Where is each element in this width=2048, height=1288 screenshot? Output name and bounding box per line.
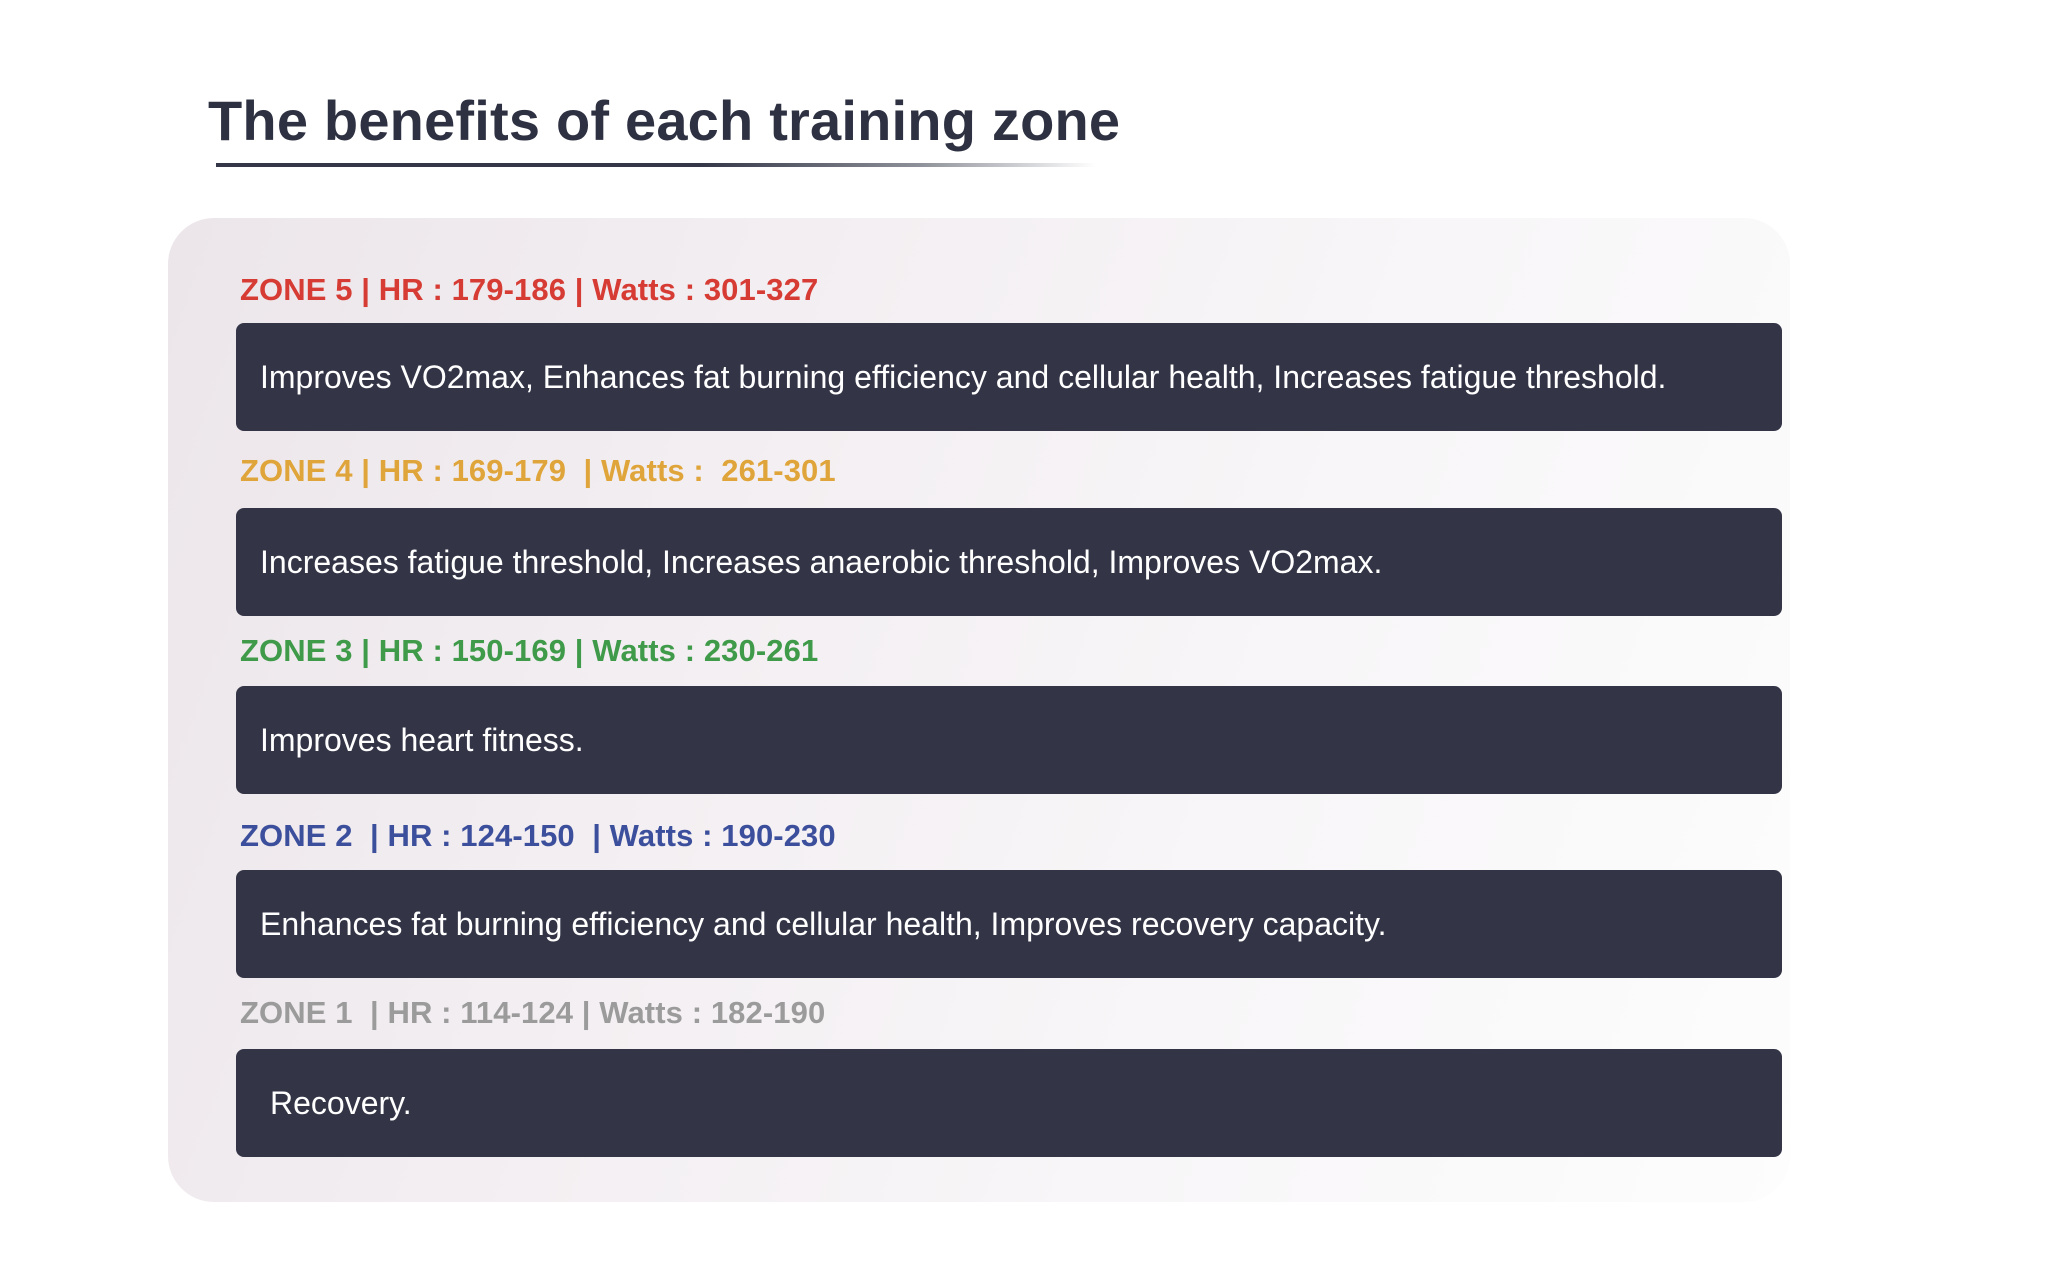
zone-2-header: ZONE 2 | HR : 124-150 | Watts : 190-230: [240, 818, 836, 853]
zone-1-benefits: Recovery.: [270, 1084, 412, 1121]
zone-5-benefits-box: Improves VO2max, Enhances fat burning ef…: [236, 323, 1782, 431]
zone-5-header: ZONE 5 | HR : 179-186 | Watts : 301-327: [240, 272, 819, 307]
zone-1-header: ZONE 1 | HR : 114-124 | Watts : 182-190: [240, 995, 826, 1030]
zone-2-benefits-box: Enhances fat burning efficiency and cell…: [236, 870, 1782, 978]
zone-4-header: ZONE 4 | HR : 169-179 | Watts : 261-301: [240, 453, 836, 488]
zone-4-benefits-box: Increases fatigue threshold, Increases a…: [236, 508, 1782, 616]
zone-1-benefits-box: Recovery.: [236, 1049, 1782, 1157]
zone-5-benefits: Improves VO2max, Enhances fat burning ef…: [260, 358, 1667, 395]
page-title: The benefits of each training zone: [208, 89, 1121, 152]
zone-3-benefits-box: Improves heart fitness.: [236, 686, 1782, 794]
zone-3-benefits: Improves heart fitness.: [260, 721, 584, 758]
zone-4-benefits: Increases fatigue threshold, Increases a…: [260, 543, 1383, 580]
title-underline: [216, 163, 1096, 167]
zone-2-benefits: Enhances fat burning efficiency and cell…: [260, 905, 1387, 942]
zone-3-header: ZONE 3 | HR : 150-169 | Watts : 230-261: [240, 633, 819, 668]
